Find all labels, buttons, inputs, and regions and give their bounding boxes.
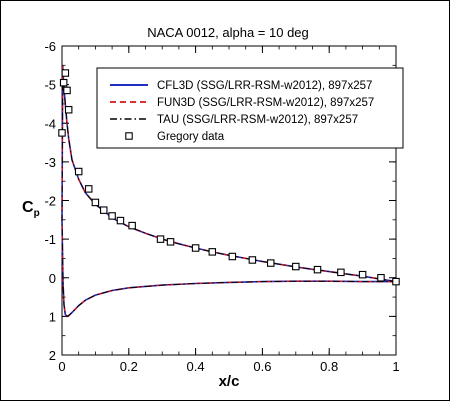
gregory-data-point: [166, 238, 175, 246]
y-tick-label: -4: [44, 116, 56, 131]
gregory-data-point: [248, 256, 257, 264]
series-line-3: [61, 65, 397, 318]
gregory-data-point: [61, 69, 70, 77]
legend: CFL3D (SSG/LRR-RSM-w2012), 897x257 FUN3D …: [96, 67, 404, 149]
gregory-data-point: [100, 206, 108, 214]
gregory-data-point: [266, 259, 275, 267]
y-axis-label: Cp: [22, 199, 40, 219]
gregory-data-point: [84, 185, 93, 193]
y-tick-label: 2: [49, 348, 56, 363]
x-tick-label: 0.2: [120, 359, 138, 374]
gregory-data-point: [337, 268, 345, 277]
y-tick-label: -1: [44, 232, 56, 247]
gregory-data-point: [377, 273, 385, 282]
gregory-data-point: [313, 265, 322, 274]
gregory-data-point: [108, 212, 116, 220]
legend-label-2: FUN3D (SSG/LRR-RSM-w2012), 897x257: [157, 97, 374, 109]
gregory-data-point: [91, 198, 100, 207]
legend-marker-4: [125, 132, 133, 140]
curves: [61, 65, 397, 318]
gregory-data-point: [208, 248, 217, 256]
y-axis-label-main: C: [22, 199, 34, 216]
x-tick-label: 0: [58, 359, 65, 374]
gregory-data-point: [392, 277, 400, 286]
gregory-data-point: [358, 270, 367, 279]
x-axis-label: x/c: [219, 373, 240, 390]
x-tick-label: 1: [392, 359, 399, 374]
y-tick-label: -3: [44, 155, 56, 170]
y-tick-label: 0: [49, 271, 56, 286]
legend-label-1: CFL3D (SSG/LRR-RSM-w2012), 897x257: [157, 80, 372, 92]
gregory-data-point: [156, 235, 165, 243]
y-tick-label: -5: [44, 78, 56, 93]
y-tick-label: -6: [44, 39, 56, 54]
x-tick-label: 0.6: [253, 359, 271, 374]
y-axis-label-sub: p: [34, 208, 40, 219]
gregory-data-point: [191, 244, 200, 252]
gregory-data-point: [228, 252, 237, 261]
y-tick-label: 1: [49, 309, 56, 324]
gregory-data-point: [116, 216, 125, 225]
legend-label-4: Gregory data: [157, 131, 225, 143]
y-tick-label: -2: [44, 194, 56, 209]
gregory-markers: [58, 69, 400, 286]
gregory-data-point: [64, 105, 73, 114]
gregory-data-point: [128, 221, 136, 230]
x-tick-label: 0.8: [320, 359, 338, 374]
gregory-data-point: [58, 129, 66, 137]
legend-box: [96, 67, 404, 149]
gregory-data-point: [59, 78, 68, 87]
chart-title: NACA 0012, alpha = 10 deg: [147, 25, 309, 40]
axes: 0 0.2 0.4 0.6 0.8 1 -6 -5 -4 -3 -2 -1 0 1 2: [44, 39, 399, 374]
legend-label-3: TAU (SSG/LRR-RSM-w2012), 897x257: [157, 114, 358, 126]
gregory-data-point: [74, 167, 83, 176]
gregory-data-point: [63, 86, 71, 95]
x-tick-label: 0.4: [187, 359, 205, 374]
gregory-data-point: [292, 262, 300, 271]
